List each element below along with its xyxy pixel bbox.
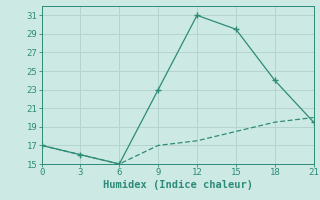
X-axis label: Humidex (Indice chaleur): Humidex (Indice chaleur) xyxy=(103,180,252,190)
